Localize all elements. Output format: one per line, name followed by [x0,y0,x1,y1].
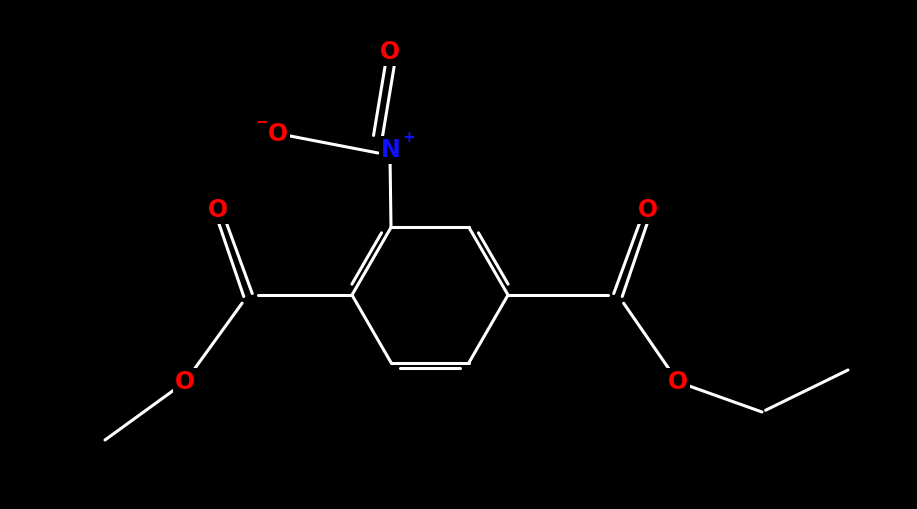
Text: O: O [668,370,688,394]
Text: O: O [175,370,195,394]
Text: N: N [381,138,401,162]
Text: −: − [256,115,269,129]
Text: O: O [268,122,288,146]
Text: O: O [208,198,228,222]
Text: +: + [403,130,415,146]
Text: O: O [380,40,400,64]
Text: O: O [638,198,658,222]
